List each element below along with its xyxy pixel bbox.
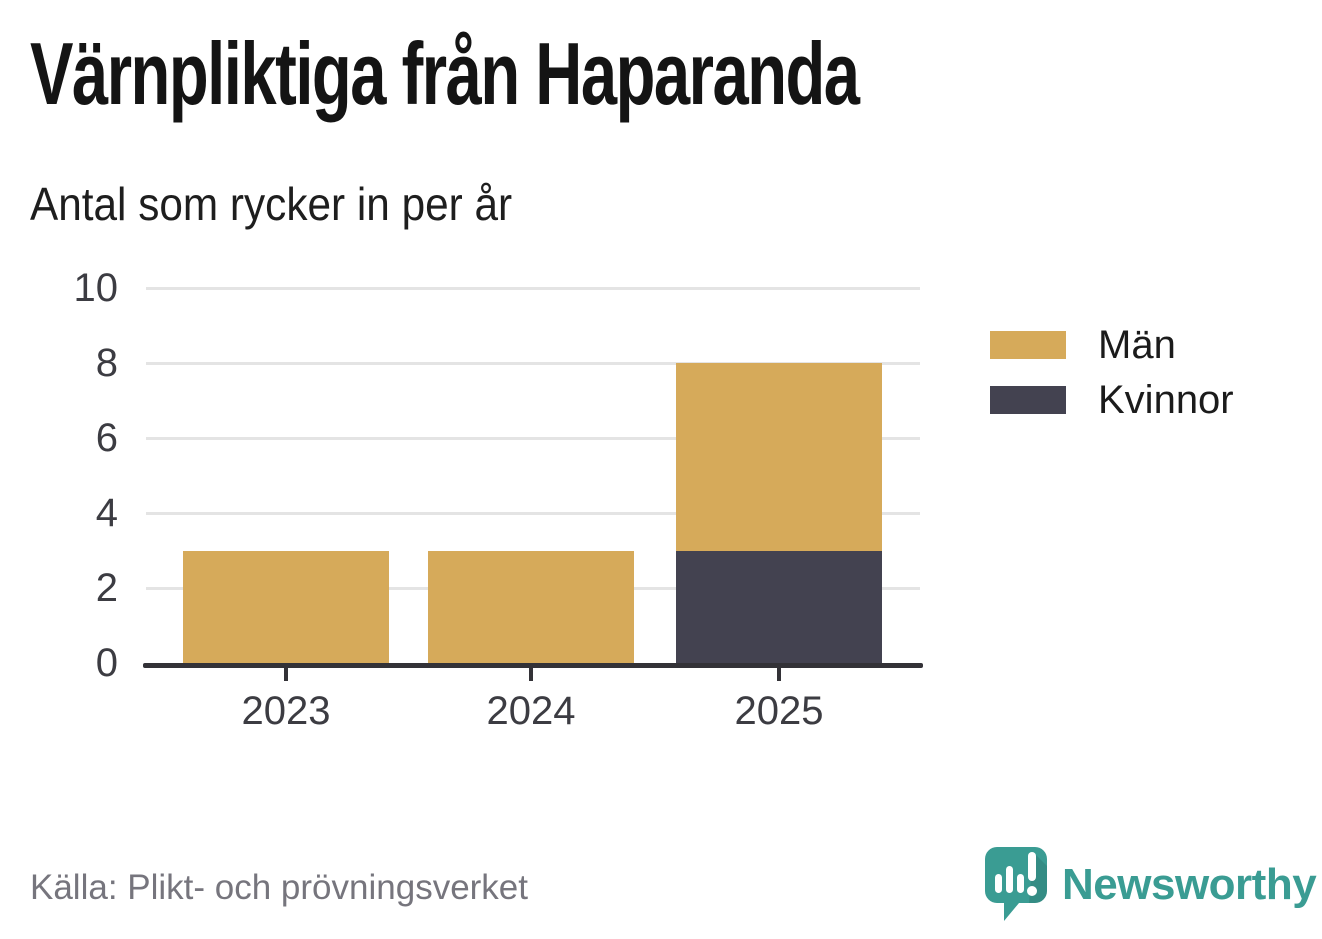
- bar-segment-2023-män: [183, 550, 389, 663]
- legend-label-women: Kvinnor: [1098, 377, 1234, 422]
- gridline-10: [146, 287, 920, 290]
- bar-segment-2025-kvinnor: [676, 550, 882, 663]
- legend-swatch-women: [990, 386, 1066, 414]
- y-axis-tick-label: 4: [95, 491, 118, 535]
- y-axis-tick-label: 6: [95, 416, 118, 460]
- y-axis-tick-label: 0: [95, 641, 118, 685]
- y-axis-tick-label: 2: [95, 566, 118, 610]
- source-text: Källa: Plikt- och prövningsverket: [30, 868, 528, 907]
- newsworthy-logo: Newsworthy: [982, 846, 1317, 924]
- gridline-4: [146, 512, 920, 515]
- legend-swatch-men: [990, 331, 1066, 359]
- gridline-6: [146, 437, 920, 440]
- legend: Män Kvinnor: [990, 323, 1234, 441]
- x-axis-label-2025: 2025: [734, 689, 824, 733]
- x-axis-tick: [529, 668, 533, 681]
- x-axis-tick: [777, 668, 781, 681]
- legend-label-men: Män: [1098, 322, 1176, 367]
- x-axis-label-2023: 2023: [241, 689, 331, 733]
- bar-segment-2025-män: [676, 363, 882, 551]
- brand-name: Newsworthy: [1062, 860, 1317, 909]
- bar-segment-2024-män: [428, 550, 634, 663]
- chart-title: Värnpliktiga från Haparanda: [30, 24, 860, 123]
- legend-item-men: Män: [990, 323, 1234, 367]
- legend-item-women: Kvinnor: [990, 378, 1234, 422]
- y-axis-tick-label: 10: [73, 266, 119, 310]
- gridline-8: [146, 362, 920, 365]
- chart-subtitle: Antal som rycker in per år: [30, 178, 513, 230]
- x-axis-line: [143, 663, 923, 668]
- newsworthy-icon: [985, 847, 1047, 921]
- y-axis-tick-label: 8: [95, 341, 118, 385]
- x-axis-tick: [284, 668, 288, 681]
- x-axis-label-2024: 2024: [486, 689, 576, 733]
